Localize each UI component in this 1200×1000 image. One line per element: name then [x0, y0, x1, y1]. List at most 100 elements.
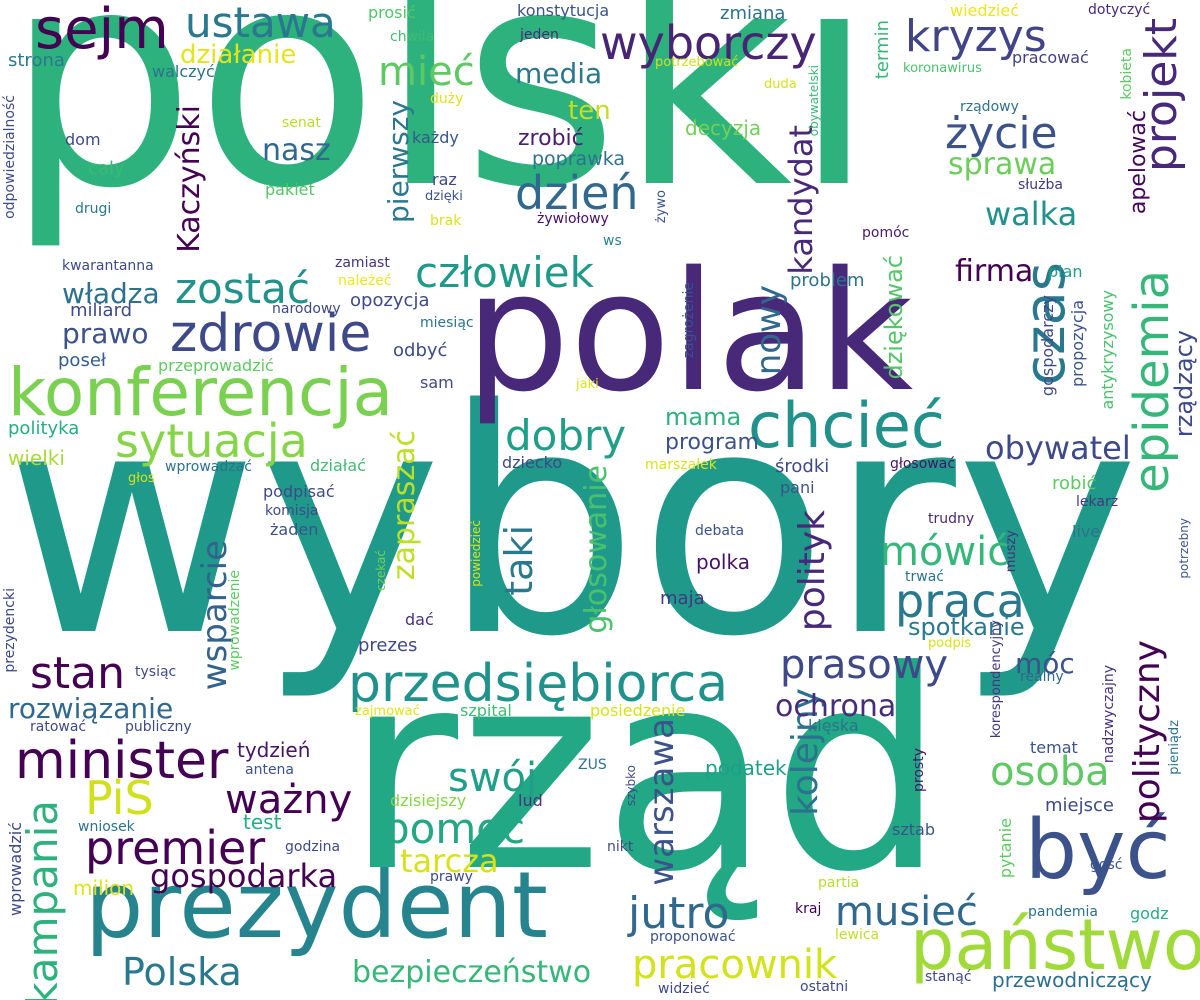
- word-pani: pani: [780, 478, 815, 497]
- word-ten: ten: [568, 96, 611, 126]
- word-prawy: prawy: [430, 869, 473, 885]
- word-odbyc: odbyć: [393, 340, 448, 361]
- word-miec: mieć: [378, 49, 475, 95]
- word-mowic: mówić: [880, 529, 1010, 575]
- word-lekarz: lekarz: [1076, 494, 1119, 510]
- word-godz: godz: [1130, 904, 1169, 923]
- word-debata: debata: [695, 523, 745, 539]
- word-nadzwyczajny: nadzwyczajny: [1101, 665, 1117, 764]
- word-pomoc: pomoc: [383, 804, 526, 853]
- word-panstwo: państwo: [910, 904, 1200, 986]
- word-wazny: ważny: [225, 777, 353, 823]
- word-nowy: nowy: [749, 285, 789, 376]
- word-rozwiazanie: rozwiązanie: [8, 692, 174, 725]
- word-zamiast: zamiast: [335, 255, 390, 271]
- word-pakiet: pakiet: [265, 180, 315, 199]
- word-senat: senat: [282, 115, 321, 131]
- word-zmiana: zmiana: [720, 3, 786, 24]
- word-narodowy: narodowy: [272, 301, 341, 317]
- word-potrzebny: potrzebny: [1177, 518, 1191, 579]
- word-miejsce: miejsce: [1045, 795, 1114, 816]
- word-dzisiejszy: dzisiejszy: [390, 791, 467, 810]
- word-osoba: osoba: [990, 749, 1110, 795]
- word-nikt: nikt: [607, 839, 634, 855]
- word-media: media: [515, 57, 603, 90]
- word-dobry: dobry: [505, 411, 627, 460]
- word-swoj: swój: [448, 755, 538, 801]
- word-zus: ZUS: [578, 757, 607, 773]
- word-odpowiedzialnosc: odpowiedzialność: [2, 95, 18, 219]
- word-prasowy: prasowy: [780, 642, 949, 688]
- word-koronawirus: koronawirus: [903, 61, 982, 76]
- word-wiedziec: wiedzieć: [950, 1, 1020, 20]
- word-ratowac: ratować: [30, 719, 87, 735]
- word-decyzja: decyzja: [685, 116, 762, 140]
- word-antena: antena: [245, 762, 295, 778]
- word-duda: duda: [764, 77, 797, 92]
- word-sluzba: służba: [1018, 177, 1063, 193]
- word-bezpieczenstwo: bezpieczeństwo: [352, 955, 592, 990]
- word-obywatel: obywatel: [985, 429, 1131, 467]
- word-drugi: drugi: [75, 201, 112, 217]
- word-minister: minister: [15, 731, 229, 791]
- word-zapraszac: zapraszać: [387, 430, 422, 581]
- word-wielki: wielki: [8, 446, 65, 470]
- word-nalezec: należeć: [338, 273, 392, 289]
- word-dzieki: dzięki: [425, 189, 463, 204]
- word-obywatelski: obywatelski: [807, 65, 821, 137]
- word-musiec: musieć: [835, 889, 978, 935]
- word-brak: brak: [430, 213, 462, 229]
- word-glos: głos: [128, 471, 155, 486]
- word-przewodniczacy: przewodniczący: [992, 968, 1152, 992]
- word-temat: temat: [1030, 738, 1078, 757]
- word-miliard: miliard: [70, 300, 133, 321]
- word-warszawa: warszawa: [642, 718, 682, 886]
- word-nasz: nasz: [262, 133, 331, 168]
- word-pandemia: pandemia: [1028, 904, 1098, 920]
- word-pierwszy: pierwszy: [382, 100, 415, 224]
- word-zajmowac: zajmować: [355, 704, 420, 719]
- word-muszy: muszy: [1004, 530, 1019, 573]
- word-godzina: godzina: [285, 839, 341, 855]
- word-czlowiek: człowiek: [415, 248, 594, 297]
- word-kazdy: każdy: [412, 128, 459, 147]
- word-poprawka: poprawka: [532, 148, 626, 170]
- word-rzad: rząd: [345, 612, 946, 932]
- word-dom: dom: [65, 130, 101, 149]
- word-gospodarczy: gospodarczy: [1038, 295, 1057, 397]
- word-tarcza: tarcza: [400, 842, 499, 880]
- word-dziecko: dziecko: [502, 453, 563, 472]
- word-kobieta: kobieta: [1119, 48, 1135, 100]
- word-szybko: szybko: [624, 765, 638, 807]
- word-podatek: podatek: [705, 756, 787, 780]
- word-ustawa: ustawa: [185, 0, 336, 47]
- word-propozycja: propozycja: [1068, 300, 1087, 388]
- word-realny: realny: [1020, 669, 1064, 685]
- word-jaki: jaki: [576, 377, 599, 392]
- word-wprowadzic: wprowadzić: [6, 822, 25, 916]
- word-ochrona: ochrona: [775, 689, 897, 724]
- word-lud: lud: [518, 791, 543, 810]
- word-pieniadz: pieniądz: [1167, 720, 1182, 775]
- word-potrzebowac: potrzebować: [655, 55, 739, 70]
- word-polityczny: polityczny: [1127, 640, 1168, 824]
- word-kwarantanna: kwarantanna: [62, 258, 154, 274]
- word-komisja: komisja: [265, 503, 319, 519]
- word-apelowac: apelować: [1126, 110, 1151, 215]
- word-podpisac: podpisać: [263, 482, 335, 501]
- word-srodki: środki: [775, 456, 830, 477]
- word-dotyczyc: dotyczyć: [1088, 2, 1151, 18]
- word-zywiolowy: żywiołowy: [537, 211, 609, 227]
- word-zdrowie: zdrowie: [170, 304, 372, 364]
- word-widziec: widzieć: [658, 981, 710, 997]
- word-pomoc2: pomóc: [862, 225, 910, 241]
- word-tydzien: tydzień: [237, 738, 311, 762]
- word-stanac: stanąć: [925, 969, 972, 985]
- word-gosc: gość: [1090, 857, 1123, 873]
- word-pracownik: pracownik: [632, 942, 838, 988]
- word-plan: plan: [1048, 262, 1083, 281]
- word-rzadzacy: rządzący: [1170, 330, 1198, 438]
- word-raz: raz: [432, 170, 457, 189]
- word-opozycja: opozycja: [350, 290, 430, 311]
